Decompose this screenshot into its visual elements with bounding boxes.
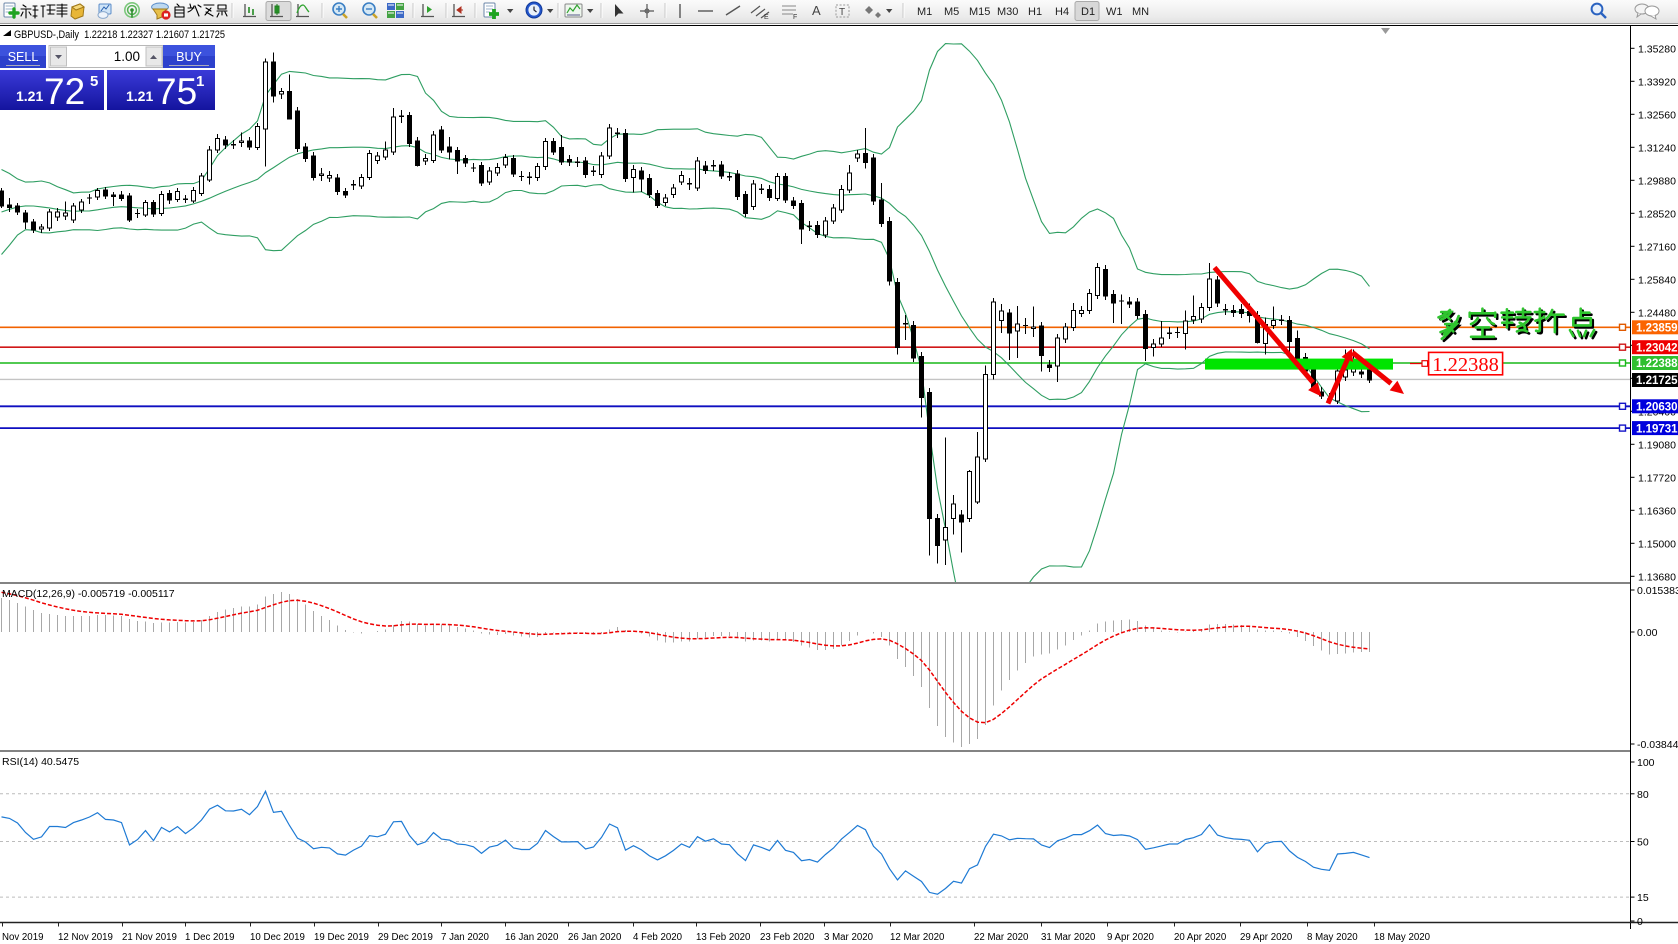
svg-text:80: 80 — [1637, 789, 1649, 801]
svg-text:15: 15 — [1637, 892, 1649, 904]
svg-text:72: 72 — [44, 71, 85, 112]
svg-text:1.25840: 1.25840 — [1638, 274, 1676, 286]
svg-text:M1: M1 — [917, 6, 932, 18]
svg-text:BUY: BUY — [176, 50, 202, 64]
svg-text:3 Mar 2020: 3 Mar 2020 — [824, 932, 874, 943]
svg-text:5: 5 — [90, 73, 98, 90]
svg-text:-0.038442: -0.038442 — [1637, 739, 1678, 751]
svg-text:29 Apr 2020: 29 Apr 2020 — [1240, 932, 1293, 943]
svg-text:0.00: 0.00 — [1637, 627, 1658, 639]
svg-text:1.23042: 1.23042 — [1636, 342, 1678, 354]
svg-text:1.13680: 1.13680 — [1638, 571, 1676, 583]
svg-text:SELL: SELL — [8, 50, 39, 64]
svg-text:7 Jan 2020: 7 Jan 2020 — [441, 932, 490, 943]
svg-text:100: 100 — [1637, 757, 1655, 769]
svg-text:50: 50 — [1637, 837, 1649, 849]
svg-text:D1: D1 — [1081, 6, 1095, 18]
svg-text:22 Mar 2020: 22 Mar 2020 — [974, 932, 1029, 943]
svg-text:1.19080: 1.19080 — [1638, 439, 1676, 451]
svg-text:23 Feb 2020: 23 Feb 2020 — [760, 932, 815, 943]
svg-text:H4: H4 — [1055, 6, 1069, 18]
svg-text:1.32560: 1.32560 — [1638, 109, 1676, 121]
svg-text:1.21: 1.21 — [16, 88, 43, 104]
svg-text:1.22388: 1.22388 — [1432, 354, 1499, 376]
svg-text:1.24480: 1.24480 — [1638, 307, 1676, 319]
svg-text:0: 0 — [1637, 916, 1643, 928]
svg-text:1.17720: 1.17720 — [1638, 472, 1676, 484]
svg-text:18 May 2020: 18 May 2020 — [1374, 932, 1431, 943]
svg-text:16 Jan 2020: 16 Jan 2020 — [505, 932, 559, 943]
svg-text:MACD(12,26,9) -0.005719 -0.005: MACD(12,26,9) -0.005719 -0.005117 — [2, 588, 175, 600]
svg-text:1.00: 1.00 — [114, 49, 140, 64]
svg-text:1.35280: 1.35280 — [1638, 43, 1676, 55]
svg-text:9 Apr 2020: 9 Apr 2020 — [1107, 932, 1154, 943]
svg-text:1.27160: 1.27160 — [1638, 241, 1676, 253]
svg-text:F: F — [793, 14, 797, 21]
svg-text:E: E — [764, 14, 769, 21]
svg-text:1.15000: 1.15000 — [1638, 538, 1676, 550]
svg-text:21 Nov 2019: 21 Nov 2019 — [122, 932, 177, 943]
svg-text:1.23859: 1.23859 — [1636, 323, 1678, 335]
svg-text:1.28520: 1.28520 — [1638, 208, 1676, 220]
svg-text:26 Jan 2020: 26 Jan 2020 — [568, 932, 622, 943]
svg-text:Nov 2019: Nov 2019 — [2, 932, 43, 943]
svg-text:75: 75 — [156, 71, 197, 112]
svg-text:1: 1 — [196, 73, 204, 90]
svg-text:29 Dec 2019: 29 Dec 2019 — [378, 932, 433, 943]
svg-text:W1: W1 — [1106, 6, 1123, 18]
svg-text:1.20630: 1.20630 — [1636, 402, 1678, 414]
svg-text:12 Mar 2020: 12 Mar 2020 — [890, 932, 945, 943]
svg-text:A: A — [812, 3, 821, 18]
svg-text:1.31240: 1.31240 — [1638, 142, 1676, 154]
svg-text:1.29880: 1.29880 — [1638, 175, 1676, 187]
svg-text:1.21: 1.21 — [126, 88, 153, 104]
svg-text:1.19731: 1.19731 — [1636, 423, 1678, 435]
svg-text:8 May 2020: 8 May 2020 — [1307, 932, 1358, 943]
svg-text:M30: M30 — [997, 6, 1018, 18]
svg-text:0.015383: 0.015383 — [1637, 585, 1678, 597]
svg-text:MN: MN — [1132, 6, 1149, 18]
svg-text:RSI(14) 40.5475: RSI(14) 40.5475 — [2, 756, 79, 768]
svg-text:1.33920: 1.33920 — [1638, 76, 1676, 88]
svg-text:M5: M5 — [944, 6, 959, 18]
svg-text:T: T — [839, 7, 845, 18]
svg-text:4 Feb 2020: 4 Feb 2020 — [633, 932, 683, 943]
svg-text:31 Mar 2020: 31 Mar 2020 — [1041, 932, 1096, 943]
svg-text:10 Dec 2019: 10 Dec 2019 — [250, 932, 305, 943]
svg-text:13 Feb 2020: 13 Feb 2020 — [696, 932, 751, 943]
svg-text:1.21725: 1.21725 — [1636, 375, 1678, 387]
svg-text:H1: H1 — [1028, 6, 1042, 18]
svg-text:GBPUSD-,Daily 1.22218 1.22327: GBPUSD-,Daily 1.22218 1.22327 1.21607 1.… — [14, 29, 225, 41]
svg-text:1.16360: 1.16360 — [1638, 505, 1676, 517]
svg-text:20 Apr 2020: 20 Apr 2020 — [1174, 932, 1227, 943]
svg-text:12 Nov 2019: 12 Nov 2019 — [58, 932, 113, 943]
svg-text:M15: M15 — [969, 6, 990, 18]
svg-text:1 Dec 2019: 1 Dec 2019 — [185, 932, 235, 943]
svg-text:1.22388: 1.22388 — [1636, 358, 1678, 370]
svg-text:19 Dec 2019: 19 Dec 2019 — [314, 932, 369, 943]
